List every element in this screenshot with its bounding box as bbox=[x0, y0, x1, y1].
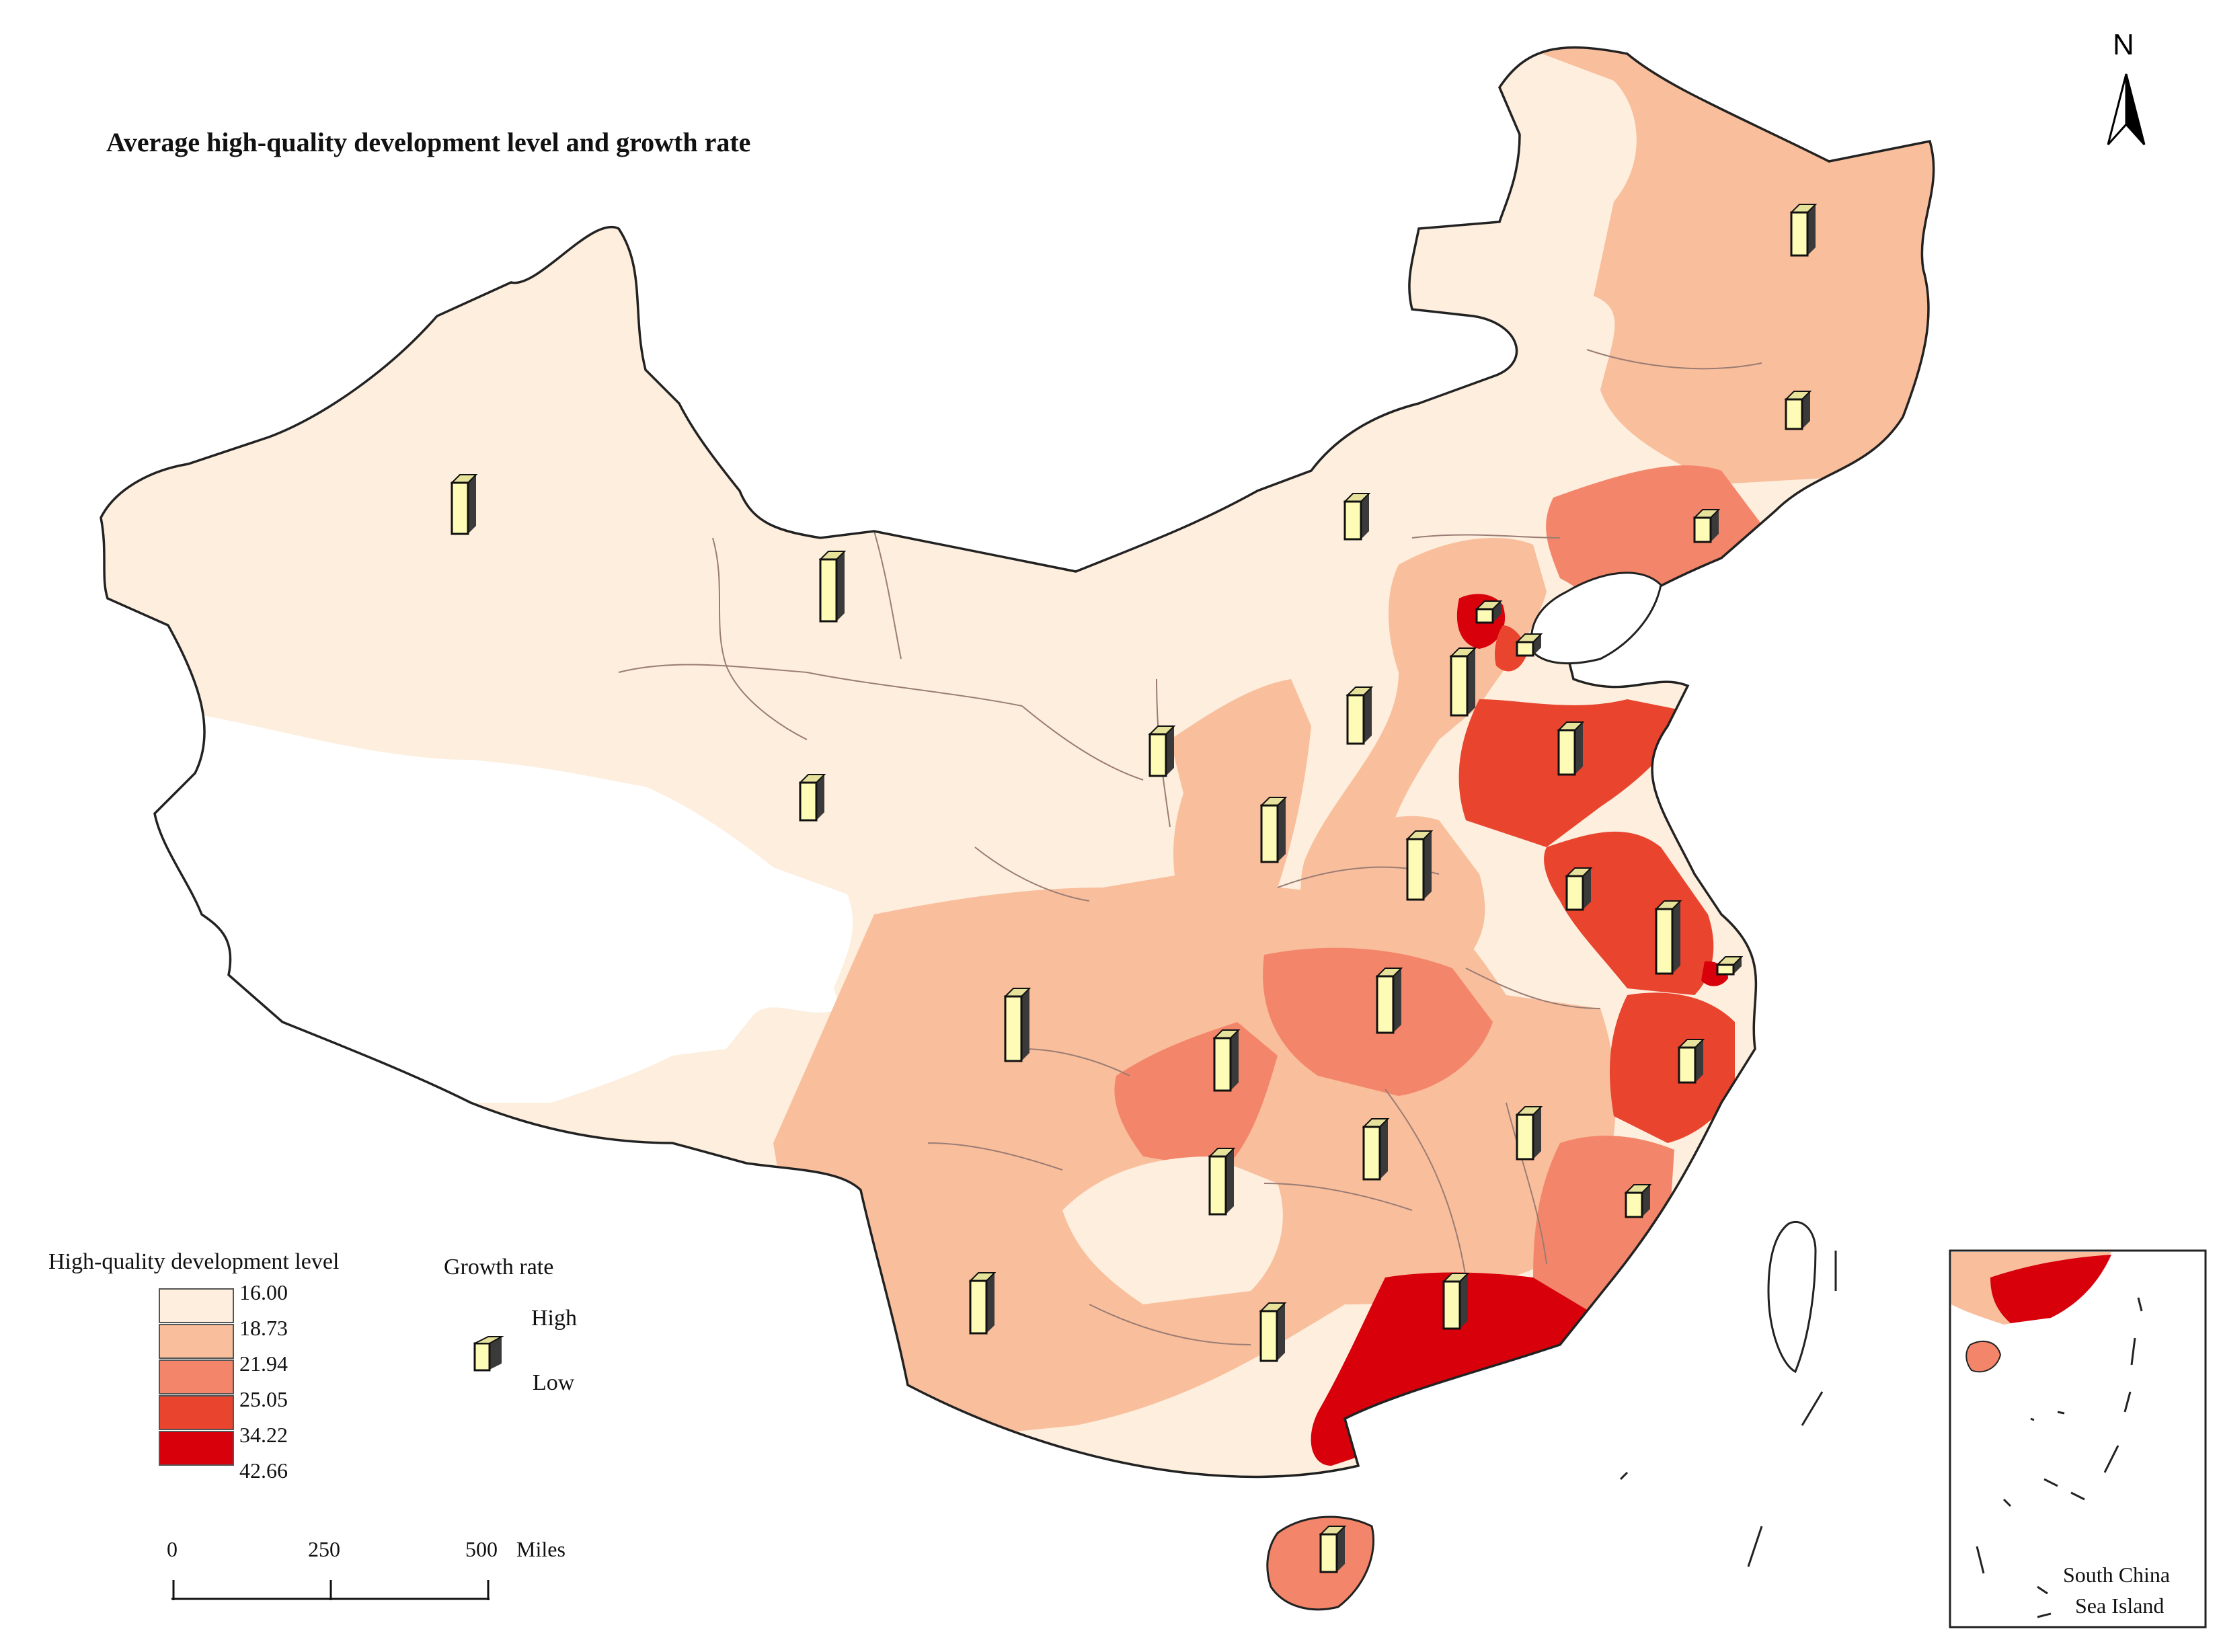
growth-bar-side bbox=[1533, 1107, 1541, 1159]
growth-bar bbox=[1516, 641, 1534, 657]
growth-bar-side bbox=[1424, 831, 1432, 900]
growth-bar bbox=[1516, 1113, 1534, 1161]
growth-bar bbox=[1406, 838, 1425, 901]
growth-bar bbox=[1450, 655, 1469, 717]
growth-bar-side bbox=[1166, 726, 1174, 776]
growth-bar bbox=[1148, 733, 1167, 777]
legend-break-label: 42.66 bbox=[239, 1458, 288, 1483]
growth-bar-side bbox=[1802, 391, 1810, 429]
growth-bar-side bbox=[1711, 510, 1719, 542]
growth-bar-side bbox=[1467, 648, 1475, 715]
scale-tick-500: 500 bbox=[465, 1537, 498, 1561]
scale-unit: Miles bbox=[516, 1537, 566, 1561]
growth-bar-side bbox=[836, 551, 845, 621]
growth-bar bbox=[1346, 694, 1365, 745]
legend-swatch bbox=[159, 1431, 234, 1466]
growth-bar-side bbox=[1533, 634, 1541, 656]
growth-legend-bar-icon bbox=[473, 1336, 504, 1372]
growth-bar bbox=[1678, 1046, 1697, 1084]
growth-bar bbox=[1376, 975, 1395, 1034]
growth-bar bbox=[1343, 500, 1362, 541]
legend-break-label: 25.05 bbox=[239, 1387, 288, 1411]
china-outline bbox=[100, 46, 1935, 1479]
growth-bar-side bbox=[1807, 204, 1816, 255]
growth-bars bbox=[450, 204, 1818, 1573]
legend-break-label: 34.22 bbox=[239, 1423, 288, 1447]
growth-bar-side bbox=[468, 475, 476, 534]
legend-swatch bbox=[159, 1360, 234, 1394]
growth-bar bbox=[1693, 516, 1712, 543]
growth-bar-side bbox=[1021, 988, 1029, 1061]
map-title: Average high-quality development level a… bbox=[106, 127, 751, 157]
growth-bar-side bbox=[1460, 1273, 1468, 1329]
growth-bar-side bbox=[1642, 1185, 1650, 1217]
bohai-sea bbox=[1530, 572, 1662, 664]
growth-bar bbox=[1790, 211, 1809, 257]
legend-break-label: 16.00 bbox=[239, 1280, 288, 1304]
north-label: N bbox=[2113, 28, 2134, 61]
scale-bar bbox=[171, 1580, 490, 1600]
growth-bar-side bbox=[1278, 797, 1286, 862]
growth-bar-side bbox=[1231, 1030, 1239, 1091]
scale-tick-0: 0 bbox=[167, 1537, 178, 1561]
growth-bar-side bbox=[1493, 601, 1501, 623]
legend-swatch bbox=[159, 1324, 234, 1359]
growth-bar bbox=[451, 481, 469, 535]
growth-bar bbox=[1785, 398, 1803, 430]
growth-bar-side bbox=[1695, 1039, 1703, 1083]
growth-bar bbox=[1716, 963, 1735, 976]
growth-bar-side bbox=[1733, 957, 1742, 974]
growth-bar bbox=[1565, 875, 1584, 911]
north-arrow-icon bbox=[2107, 73, 2146, 146]
growth-bar-side bbox=[1364, 687, 1372, 744]
growth-bar-side bbox=[1393, 968, 1401, 1033]
growth-bar bbox=[1362, 1126, 1381, 1181]
growth-bar-side bbox=[1575, 722, 1583, 775]
growth-bar bbox=[819, 558, 838, 623]
growth-bar bbox=[1655, 908, 1674, 975]
legend-break-label: 18.73 bbox=[239, 1316, 288, 1340]
boundary-marks bbox=[1619, 1251, 1837, 1567]
growth-bar-side bbox=[1361, 494, 1369, 539]
legend-swatch bbox=[159, 1288, 234, 1323]
legend-swatch bbox=[159, 1395, 234, 1430]
growth-bar bbox=[1557, 729, 1576, 776]
growth-bar-side bbox=[986, 1273, 995, 1333]
growth-bar bbox=[1260, 804, 1279, 863]
scale-tick-250: 250 bbox=[308, 1537, 340, 1561]
legend-break-label: 21.94 bbox=[239, 1351, 288, 1376]
growth-bar-side bbox=[1583, 868, 1591, 910]
growth-bar bbox=[1475, 608, 1494, 624]
growth-bar bbox=[799, 781, 818, 822]
growth-bar-side bbox=[1277, 1303, 1285, 1361]
growth-legend-low: Low bbox=[533, 1370, 575, 1395]
growth-bar-side bbox=[1226, 1148, 1234, 1214]
growth-legend-title: Growth rate bbox=[444, 1255, 554, 1280]
growth-bar bbox=[1259, 1310, 1278, 1362]
growth-bar-side bbox=[816, 775, 824, 820]
region-tianjin bbox=[1495, 625, 1526, 672]
growth-bar-side bbox=[1380, 1119, 1388, 1179]
legend-title: High-quality development level bbox=[48, 1249, 340, 1274]
taiwan-island bbox=[1767, 1221, 1817, 1374]
region-shandong bbox=[1458, 699, 1694, 847]
growth-bar bbox=[1004, 995, 1023, 1062]
growth-bar-side bbox=[1672, 901, 1680, 974]
region-zhejiang bbox=[1610, 992, 1735, 1143]
growth-bar bbox=[969, 1280, 988, 1335]
growth-bar bbox=[1208, 1155, 1227, 1216]
growth-bar bbox=[1625, 1191, 1643, 1218]
growth-bar-side bbox=[1337, 1526, 1345, 1572]
inset-label-line2: Sea Island bbox=[2075, 1594, 2165, 1618]
growth-legend-high: High bbox=[531, 1306, 577, 1331]
south-china-sea-inset bbox=[1949, 1249, 2207, 1628]
growth-bar bbox=[1319, 1533, 1338, 1573]
inset-label-line1: South China bbox=[2063, 1563, 2171, 1587]
growth-bar bbox=[1442, 1280, 1461, 1330]
growth-bar bbox=[1213, 1037, 1232, 1092]
